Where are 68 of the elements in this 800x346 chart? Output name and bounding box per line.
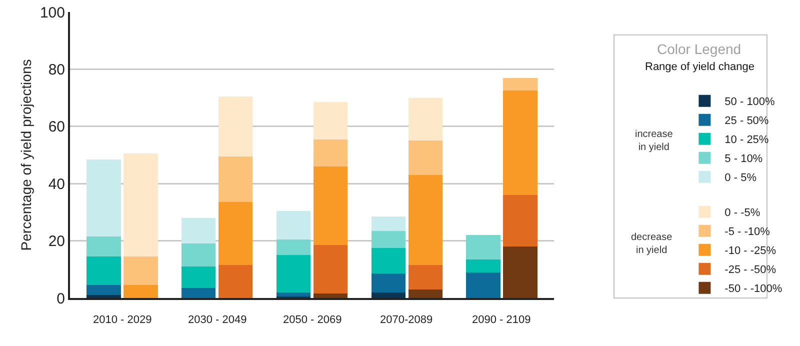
text: decrease in yield [631,232,673,256]
text: 2030 - 2049 [188,314,247,326]
legend-label: -25 - -50% [724,264,776,276]
text: 2090 - 2109 [472,314,531,326]
legend-title: Color Legend [657,41,742,57]
legend-label: -50 - -100% [724,283,782,296]
bar [86,295,121,298]
y-tick-label: 40 [48,176,65,193]
bar [218,202,253,266]
bar [218,156,253,202]
text: 2010 - 2029 [93,314,152,326]
legend-label: -10 - -25% [724,245,776,258]
legend-label: 25 - 50% [724,115,769,128]
bar [86,159,121,237]
bar [86,236,121,257]
legend-label: 5 - 10% [724,153,763,166]
bar [124,154,158,257]
bar [408,140,442,176]
legend-label: 0 - -5% [724,207,760,220]
y-tick-label: 60 [48,118,65,136]
bar [182,288,216,298]
bar [371,292,406,298]
bar [86,256,121,286]
legend-label: 0 - 5% [724,172,757,184]
bar [408,265,442,290]
bar [313,102,348,140]
bar [218,265,253,298]
bar [313,139,348,166]
bar [408,98,442,141]
bar [276,292,311,297]
text: 2070-2089 [380,314,433,326]
bar [276,239,311,256]
bar [313,166,348,246]
bar [313,245,348,294]
bar [86,285,121,296]
bar [182,244,216,267]
legend-label: 50 - 100% [724,96,776,108]
y-tick-label: 20 [48,233,65,250]
y-tick-label: 0 [56,290,65,308]
bar [503,195,538,247]
y-axis-title: Percentage of yield projections [18,59,34,251]
bar [466,235,500,260]
bar [408,175,442,266]
text: Range of yield change [645,61,754,73]
bar [313,294,348,298]
bar [371,230,406,248]
bar [466,272,500,298]
bar [276,255,311,292]
text: increase in yield [635,129,674,153]
bar [408,289,442,298]
bar [182,218,216,244]
bar [466,259,500,272]
legend-label: -5 - -10% [724,226,770,238]
y-tick-label: 100 [40,4,65,22]
bar [503,246,538,298]
bar [371,274,406,292]
bar [371,248,406,274]
bar [276,210,311,240]
bar [182,266,216,288]
y-tick-label: 80 [48,61,65,78]
bar [124,256,158,286]
bar [503,90,538,196]
text: 2050 - 2069 [283,314,342,326]
bar [371,216,406,231]
legend-label: 10 - 25% [724,134,769,146]
bar [503,78,538,91]
bar [124,285,158,298]
bar [218,96,253,156]
